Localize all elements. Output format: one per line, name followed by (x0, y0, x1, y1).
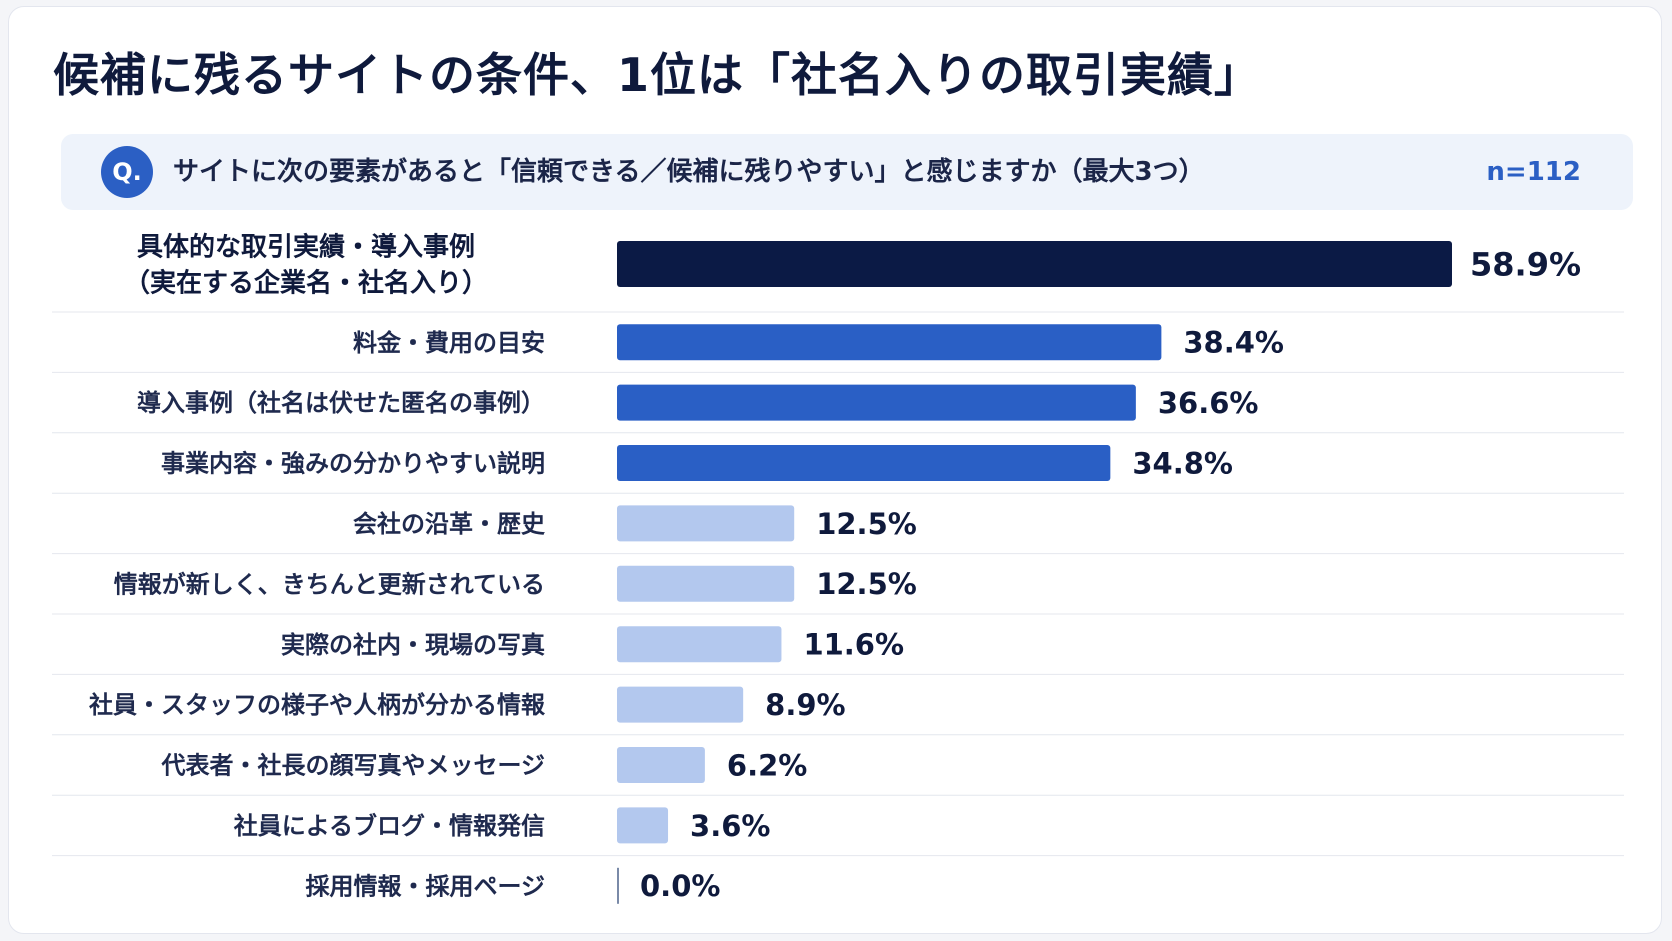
bar (617, 565, 795, 602)
bar (617, 324, 1162, 361)
category-label: 会社の沿革・歴史 (353, 510, 546, 538)
category-label: （実在する企業名・社名入り） (124, 267, 488, 298)
bar (617, 686, 744, 723)
value-label: 12.5% (816, 507, 917, 541)
value-label: 8.9% (765, 688, 845, 722)
bar (617, 505, 795, 542)
value-label: 58.9% (1470, 246, 1581, 284)
category-label: 料金・費用の目安 (353, 329, 545, 357)
bar (617, 626, 782, 663)
value-label: 6.2% (727, 748, 807, 782)
bar (617, 384, 1136, 421)
bar (617, 241, 1452, 287)
chart-card: 候補に残るサイトの条件、1位は「社名入りの取引実績」 Q. サイトに次の要素があ… (8, 6, 1662, 934)
question-badge: Q. (101, 146, 153, 198)
value-label: 3.6% (690, 809, 770, 843)
category-label: 情報が新しく、きちんと更新されている (114, 570, 545, 598)
value-label: 11.6% (803, 628, 904, 662)
category-label: 代表者・社長の顔写真やメッセージ (160, 752, 545, 780)
value-label: 38.4% (1183, 326, 1284, 360)
bar (617, 445, 1111, 481)
bar (617, 807, 669, 844)
category-label: 実際の社内・現場の写真 (281, 631, 545, 659)
value-label: 0.0% (640, 869, 720, 903)
value-label: 12.5% (816, 567, 917, 601)
category-label: 具体的な取引実績・導入事例 (137, 231, 475, 262)
question-text: サイトに次の要素があると「信頼できる／候補に残りやすい」と感じますか（最大3つ） (173, 157, 1205, 187)
category-label: 事業内容・強みの分かりやすい説明 (161, 450, 545, 478)
bar (617, 747, 705, 783)
value-label: 34.8% (1132, 446, 1233, 480)
category-label: 導入事例（社名は伏せた匿名の事例） (137, 389, 545, 417)
chart-title: 候補に残るサイトの条件、1位は「社名入りの取引実績」 (53, 48, 1262, 102)
category-label: 採用情報・採用ページ (305, 872, 545, 900)
category-label: 社員・スタッフの様子や人柄が分かる情報 (89, 691, 546, 719)
question-box: Q. サイトに次の要素があると「信頼できる／候補に残りやすい」と感じますか（最大… (61, 134, 1633, 210)
value-label: 36.6% (1158, 386, 1259, 420)
category-label: 社員によるブログ・情報発信 (234, 812, 545, 840)
sample-size: n=112 (1486, 157, 1581, 187)
